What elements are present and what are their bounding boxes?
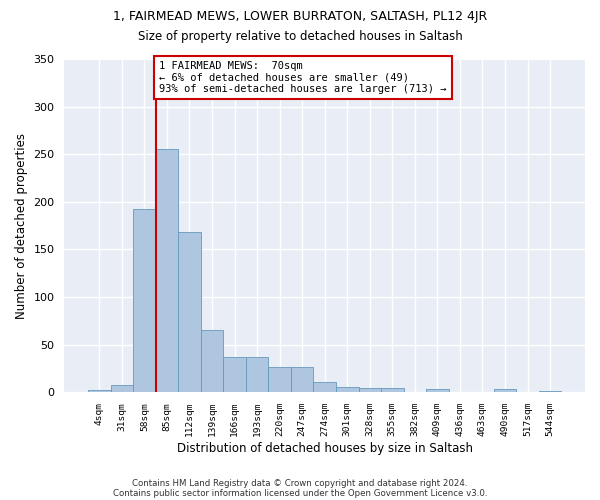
Y-axis label: Number of detached properties: Number of detached properties [15, 132, 28, 318]
Bar [494, 390, 516, 392]
Bar [201, 330, 223, 392]
Text: 1 FAIRMEAD MEWS:  70sqm
← 6% of detached houses are smaller (49)
93% of semi-det: 1 FAIRMEAD MEWS: 70sqm ← 6% of detached … [159, 61, 446, 94]
Bar [178, 232, 201, 392]
Bar [336, 386, 359, 392]
Bar [426, 390, 449, 392]
Bar [313, 382, 336, 392]
Bar [133, 210, 155, 392]
Bar [88, 390, 110, 392]
Bar [268, 366, 291, 392]
Bar [110, 384, 133, 392]
Bar [381, 388, 404, 392]
Bar [155, 150, 178, 392]
Text: 1, FAIRMEAD MEWS, LOWER BURRATON, SALTASH, PL12 4JR: 1, FAIRMEAD MEWS, LOWER BURRATON, SALTAS… [113, 10, 487, 23]
Bar [359, 388, 381, 392]
Bar [246, 357, 268, 392]
X-axis label: Distribution of detached houses by size in Saltash: Distribution of detached houses by size … [177, 442, 473, 455]
Text: Contains HM Land Registry data © Crown copyright and database right 2024.: Contains HM Land Registry data © Crown c… [132, 478, 468, 488]
Text: Contains public sector information licensed under the Open Government Licence v3: Contains public sector information licen… [113, 488, 487, 498]
Text: Size of property relative to detached houses in Saltash: Size of property relative to detached ho… [137, 30, 463, 43]
Bar [291, 366, 313, 392]
Bar [223, 357, 246, 392]
